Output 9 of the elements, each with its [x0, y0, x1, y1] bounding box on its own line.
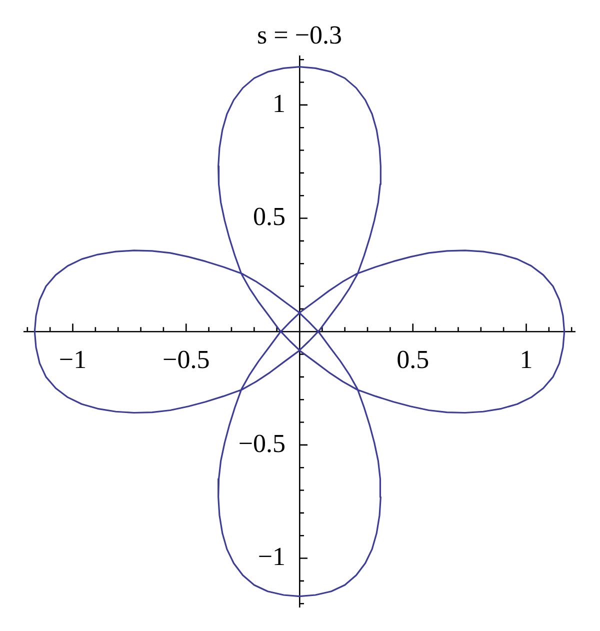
y-tick-label: −1: [258, 542, 286, 572]
x-tick-label: −1: [58, 345, 87, 374]
y-tick-label: −0.5: [238, 428, 286, 458]
y-tick-label: 1: [272, 88, 286, 118]
x-tick-label: −0.5: [162, 345, 210, 374]
y-tick-label: 0.5: [253, 202, 286, 232]
x-tick-label: 1: [520, 345, 533, 374]
chart-title: s = −0.3: [257, 20, 342, 50]
x-tick-label: 0.5: [396, 345, 430, 374]
